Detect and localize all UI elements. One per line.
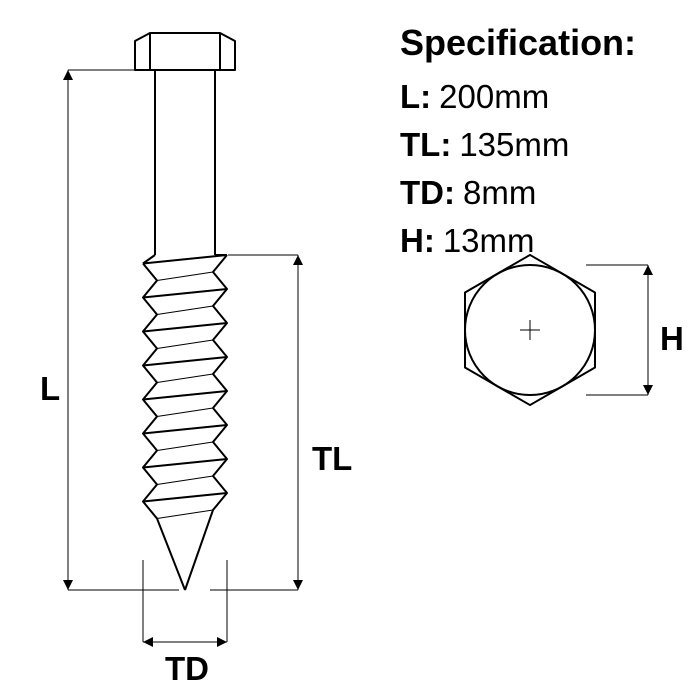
diagram-canvas: Specification: L: 200mm TL: 135mm TD: 8m… bbox=[0, 0, 700, 700]
technical-drawing bbox=[0, 0, 700, 700]
